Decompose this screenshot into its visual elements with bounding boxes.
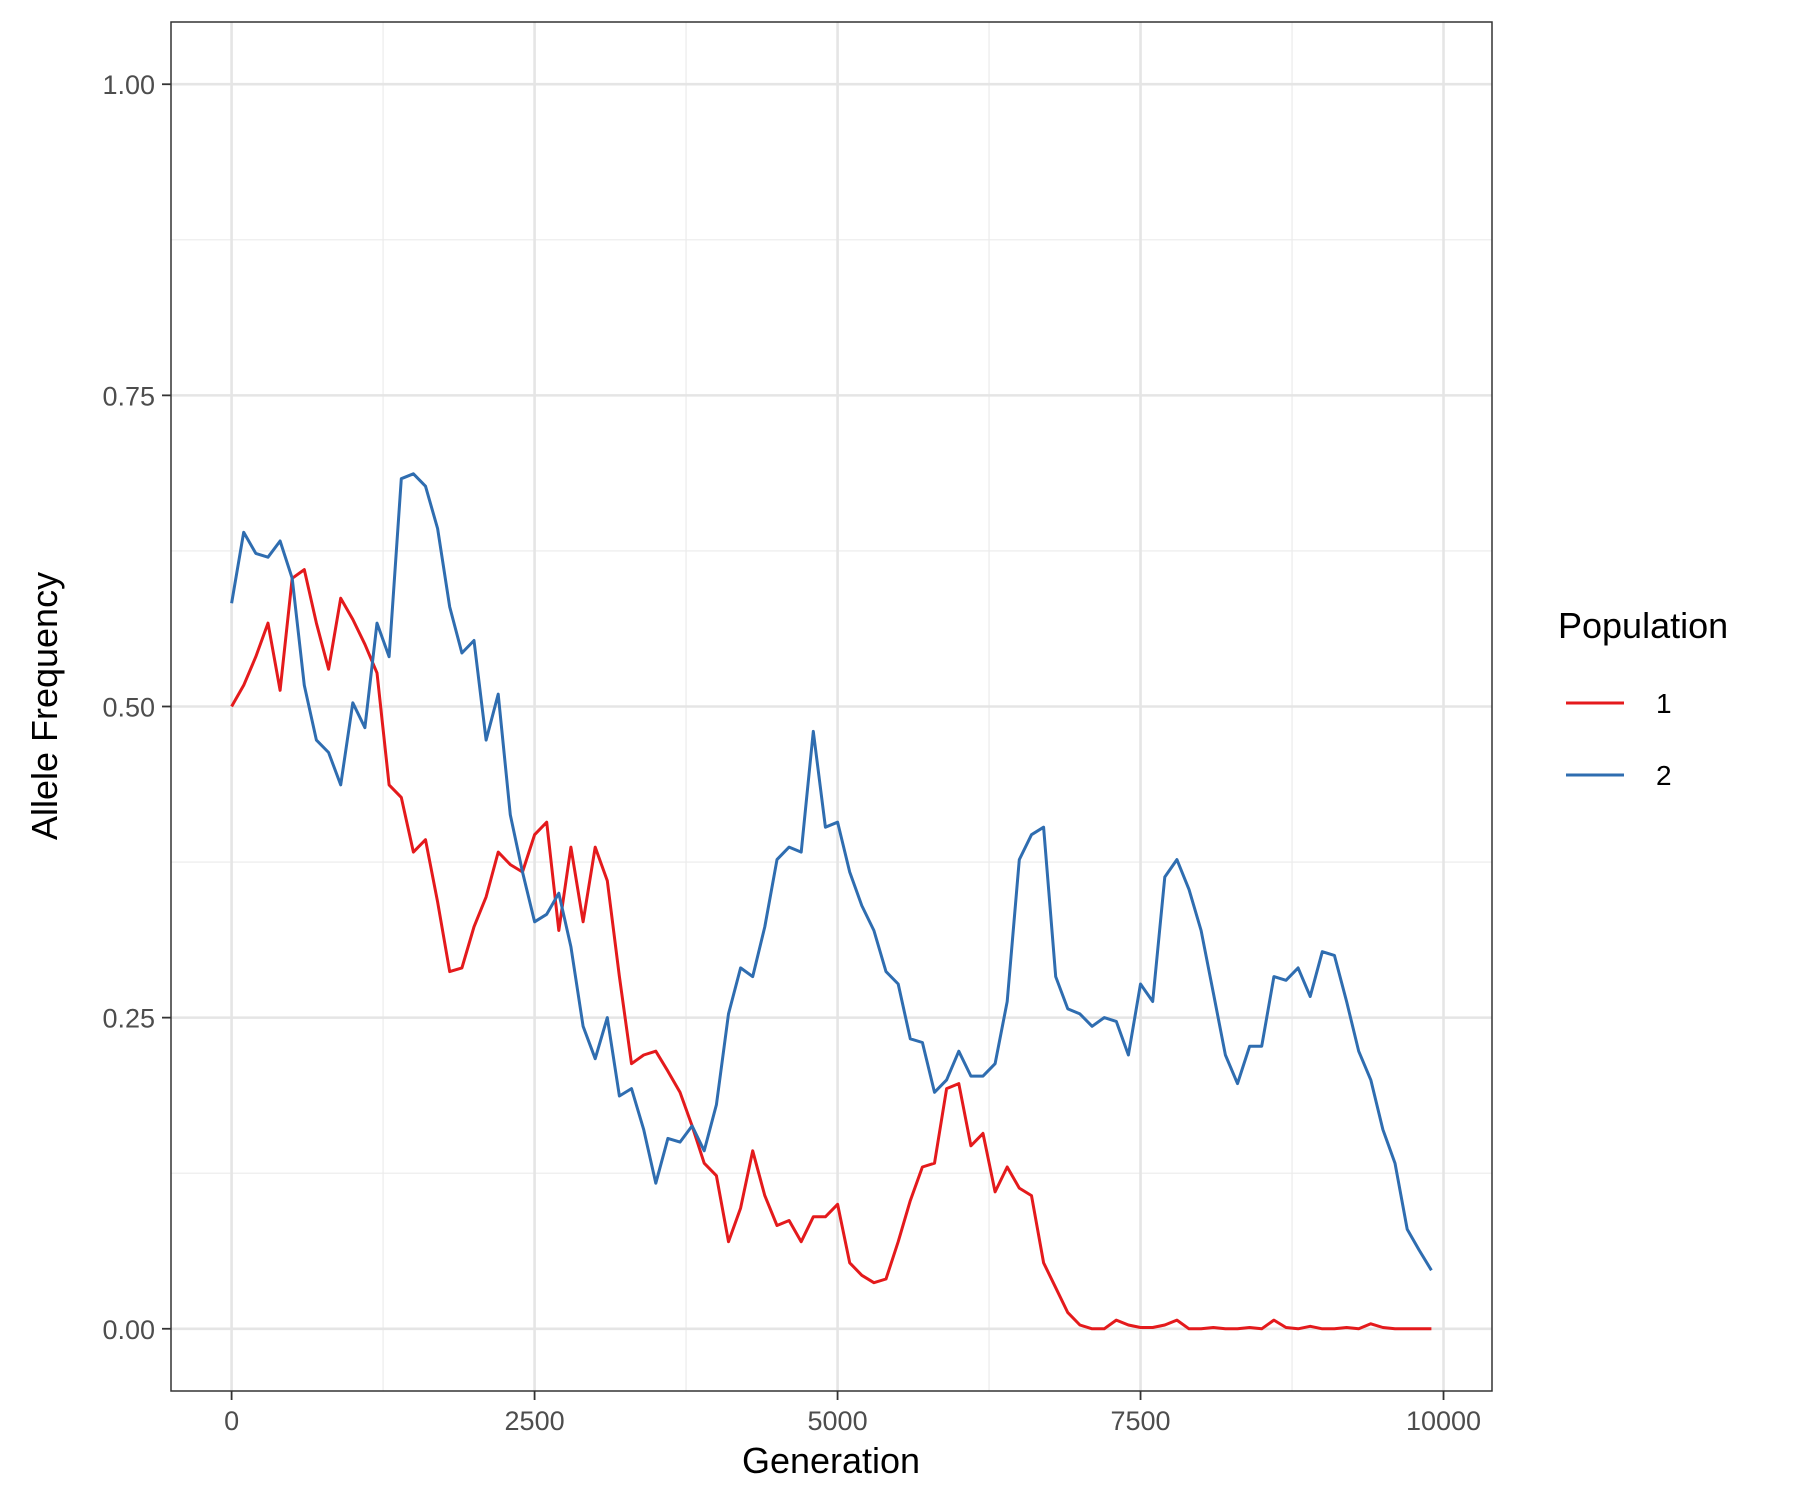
y-tick-label: 0.25 bbox=[102, 1004, 155, 1034]
grid-lines bbox=[171, 22, 1492, 1391]
y-tick-label: 0.00 bbox=[102, 1315, 155, 1345]
legend-title: Population bbox=[1558, 605, 1728, 646]
x-axis-ticks: 0 2500 5000 7500 10000 bbox=[224, 1391, 1481, 1436]
x-tick-label: 2500 bbox=[505, 1406, 565, 1436]
y-tick-label: 1.00 bbox=[102, 70, 155, 100]
legend-label-2: 2 bbox=[1656, 760, 1672, 791]
y-axis-title: Allele Frequency bbox=[24, 572, 65, 840]
legend-label-1: 1 bbox=[1656, 688, 1672, 719]
x-tick-label: 10000 bbox=[1406, 1406, 1481, 1436]
y-tick-label: 0.50 bbox=[102, 693, 155, 723]
x-tick-label: 5000 bbox=[808, 1406, 868, 1436]
y-tick-label: 0.75 bbox=[102, 381, 155, 411]
y-axis-ticks: 0.00 0.25 0.50 0.75 1.00 bbox=[102, 70, 171, 1345]
series-line-2 bbox=[230, 472, 1433, 1272]
x-tick-label: 7500 bbox=[1111, 1406, 1171, 1436]
x-tick-label: 0 bbox=[224, 1406, 239, 1436]
series-lines bbox=[230, 472, 1433, 1331]
x-axis-title: Generation bbox=[742, 1440, 920, 1481]
legend: Population 1 2 bbox=[1558, 605, 1728, 791]
series-line-1 bbox=[230, 568, 1432, 1331]
